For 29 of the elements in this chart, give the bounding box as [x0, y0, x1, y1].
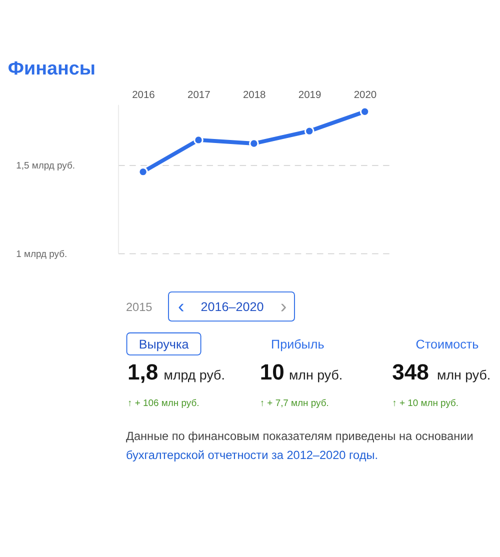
text: ↑ + 106 млн руб.	[128, 398, 200, 410]
text: 2015	[126, 300, 153, 314]
text: ‹	[178, 296, 184, 318]
y-tick-label: 1 млрд руб.	[16, 248, 68, 260]
x-tick-label: 2018	[242, 90, 266, 101]
x-tick-label: 2017	[188, 90, 211, 101]
text: млрд руб.	[164, 367, 225, 382]
text: Стоимость	[416, 338, 480, 352]
point	[194, 135, 204, 145]
text: ↑ + 7,7 млн руб.	[260, 398, 329, 410]
text: млн руб.	[288, 367, 343, 382]
text: 10	[260, 359, 284, 384]
y-tick-label: 1,5 млрд руб.	[16, 160, 76, 172]
x-tick-label: 2020	[354, 90, 377, 101]
chart-title: Финансы	[8, 58, 96, 80]
point	[249, 138, 259, 148]
text: ›	[280, 296, 287, 318]
text: бухгалтерской отчетности за 2012–2020 годы.	[126, 448, 378, 462]
text: 348	[392, 359, 429, 384]
text: ↑ + 10 млн руб.	[392, 398, 459, 410]
text: 2016–2020	[200, 300, 264, 314]
x-tick-label: 2016	[132, 90, 156, 101]
point	[138, 166, 148, 177]
text: Данные по финансовым показателям приведены на основании	[126, 428, 474, 443]
text: 1,8	[128, 359, 158, 384]
text: млн руб.	[437, 367, 491, 382]
text: Выручка	[138, 338, 189, 352]
x-tick-label: 2019	[298, 90, 322, 101]
text: Прибыль	[271, 338, 325, 352]
